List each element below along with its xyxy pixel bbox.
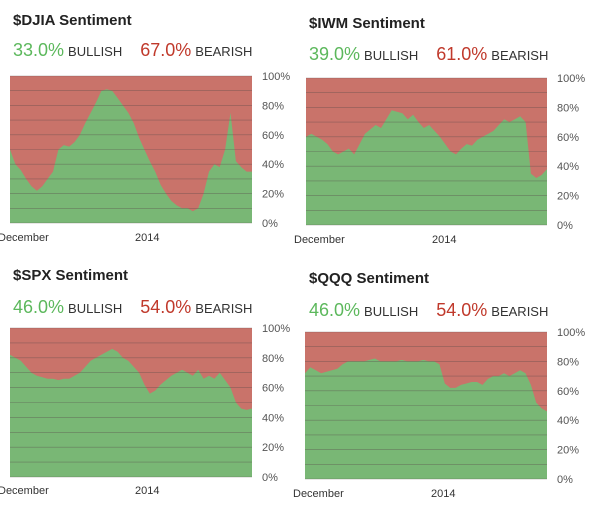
y-tick-label: 60% — [262, 130, 284, 142]
x-tick-label: December — [0, 485, 49, 497]
sentiment-chart: 0% 20% 40% 60% 80% 100% December 2014 — [0, 71, 290, 244]
y-tick-label: 40% — [557, 161, 579, 173]
sentiment-stats: 46.0% BULLISH 54.0% BEARISH — [13, 297, 252, 318]
y-tick-label: 80% — [557, 356, 579, 368]
bullish-label: BULLISH — [364, 48, 419, 63]
bullish-area — [10, 348, 252, 477]
y-tick-label: 60% — [557, 386, 579, 398]
bullish-label: BULLISH — [68, 301, 123, 316]
iwm-sentiment-panel: $IWM Sentiment 39.0% BULLISH 61.0% BEARISH … — [291, 0, 595, 256]
sentiment-chart: 0% 20% 40% 60% 80% 100% December 2014 — [293, 327, 585, 500]
sentiment-stats: 33.0% BULLISH 67.0% BEARISH — [13, 40, 252, 61]
y-tick-label: 40% — [557, 415, 579, 427]
y-tick-label: 20% — [557, 191, 579, 203]
y-tick-label: 20% — [262, 189, 284, 201]
y-tick-label: 60% — [262, 383, 284, 395]
chart-title: $QQQ Sentiment — [309, 270, 430, 287]
bearish-percent: 54.0% — [436, 300, 488, 320]
x-tick-label: December — [294, 234, 345, 246]
x-tick-label: December — [293, 488, 344, 500]
bearish-percent: 67.0% — [140, 40, 192, 60]
y-tick-label: 80% — [262, 100, 284, 112]
bearish-percent: 54.0% — [140, 297, 192, 317]
y-tick-label: 60% — [557, 132, 579, 144]
y-tick-label: 20% — [262, 442, 284, 454]
x-tick-label: 2014 — [431, 488, 455, 500]
bearish-percent: 61.0% — [436, 44, 488, 64]
y-tick-label: 0% — [557, 474, 573, 486]
spx-sentiment-panel: $SPX Sentiment 46.0% BULLISH 54.0% BEARISH … — [0, 256, 291, 512]
djia-sentiment-panel: $DJIA Sentiment 33.0% BULLISH 67.0% BEARISH… — [0, 0, 291, 256]
bearish-label: BEARISH — [491, 304, 549, 319]
y-tick-label: 80% — [262, 353, 284, 365]
sentiment-chart: 0% 20% 40% 60% 80% 100% December 2014 — [294, 73, 585, 246]
y-tick-label: 20% — [557, 445, 579, 457]
x-tick-label: December — [0, 232, 49, 244]
y-tick-label: 80% — [557, 102, 579, 114]
x-tick-label: 2014 — [135, 232, 159, 244]
sentiment-chart: 0% 20% 40% 60% 80% 100% December 2014 — [0, 323, 290, 497]
y-tick-label: 0% — [557, 220, 573, 232]
sentiment-stats: 46.0% BULLISH 54.0% BEARISH — [309, 300, 548, 321]
bearish-label: BEARISH — [195, 44, 253, 59]
chart-title: $IWM Sentiment — [309, 15, 425, 32]
bullish-percent: 46.0% — [309, 300, 361, 320]
bullish-percent: 33.0% — [13, 40, 65, 60]
chart-title: $SPX Sentiment — [13, 267, 129, 284]
bearish-label: BEARISH — [195, 301, 253, 316]
bearish-label: BEARISH — [491, 48, 549, 63]
x-tick-label: 2014 — [432, 234, 456, 246]
y-tick-label: 0% — [262, 218, 278, 230]
y-tick-label: 40% — [262, 412, 284, 424]
bullish-label: BULLISH — [364, 304, 419, 319]
bullish-percent: 39.0% — [309, 44, 361, 64]
bullish-area — [305, 358, 547, 479]
sentiment-stats: 39.0% BULLISH 61.0% BEARISH — [309, 44, 548, 65]
y-tick-label: 40% — [262, 159, 284, 171]
bullish-area — [306, 110, 547, 225]
chart-title: $DJIA Sentiment — [13, 12, 132, 29]
y-tick-label: 100% — [262, 71, 290, 83]
bullish-percent: 46.0% — [13, 297, 65, 317]
y-tick-label: 100% — [557, 327, 585, 339]
y-tick-label: 100% — [557, 73, 585, 85]
bullish-area — [10, 89, 252, 223]
x-tick-label: 2014 — [135, 485, 159, 497]
qqq-sentiment-panel: $QQQ Sentiment 46.0% BULLISH 54.0% BEARISH … — [291, 256, 595, 512]
y-tick-label: 100% — [262, 323, 290, 335]
y-tick-label: 0% — [262, 472, 278, 484]
bullish-label: BULLISH — [68, 44, 123, 59]
